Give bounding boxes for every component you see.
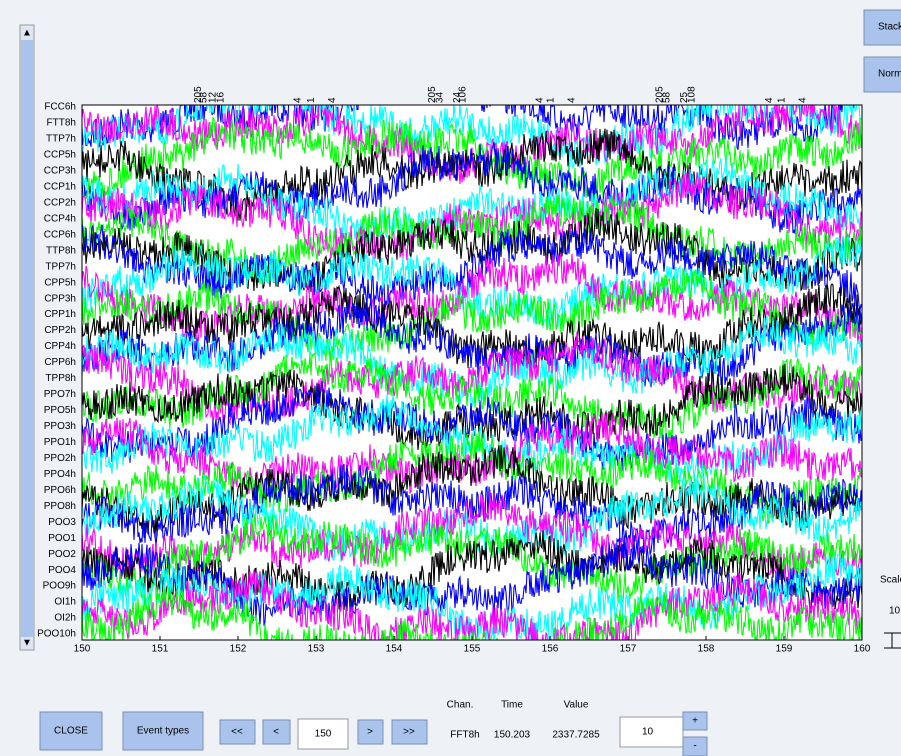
readout-header: Time: [501, 700, 523, 711]
x-tick-label: 160: [854, 644, 871, 655]
close-label: CLOSE: [54, 726, 88, 737]
stack-label: Stack: [878, 22, 901, 33]
readout-value: FFT8h: [450, 730, 479, 741]
x-tick-label: 150: [74, 644, 91, 655]
readout-value: 150.203: [494, 730, 531, 741]
channel-label: OI1h: [54, 597, 76, 608]
channel-label: CPP4h: [44, 341, 76, 352]
event-types-label: Event types: [137, 726, 189, 737]
channel-label: TPP7h: [45, 261, 76, 272]
nav-label: <<: [231, 727, 243, 738]
event-label: 4: [327, 97, 338, 103]
channel-label: FCC6h: [44, 102, 76, 113]
channel-label: OI2h: [54, 613, 76, 624]
zoom-label: -: [693, 741, 696, 752]
event-label: 58: [662, 91, 673, 103]
nav-label: >>: [403, 727, 415, 738]
event-label: 4: [566, 97, 577, 103]
channel-label: POO1: [48, 533, 76, 544]
readout-header: Value: [564, 700, 589, 711]
scale-label: Scale: [880, 575, 901, 586]
event-label: 4: [764, 97, 775, 103]
x-tick-label: 156: [542, 644, 559, 655]
x-tick-label: 158: [698, 644, 715, 655]
channel-label: POO4: [48, 565, 76, 576]
scroll-down[interactable]: ▼: [22, 638, 32, 649]
nav-label: <: [273, 727, 279, 738]
channel-label: TTP7h: [46, 134, 76, 145]
channel-label: CCP1h: [44, 181, 76, 192]
event-label: 4: [535, 97, 546, 103]
x-tick-label: 157: [620, 644, 637, 655]
event-label: 4: [293, 97, 304, 103]
channel-label: PPO6h: [44, 485, 76, 496]
spacing-value: 10: [642, 727, 654, 738]
x-tick-label: 154: [386, 644, 403, 655]
channel-label: TTP8h: [46, 245, 76, 256]
channel-label: PPO1h: [44, 437, 76, 448]
x-tick-label: 153: [308, 644, 325, 655]
channel-label: PPO5h: [44, 405, 76, 416]
channel-label: CCP2h: [44, 197, 76, 208]
eegplot-window: ▲ ▼ Stack Norm Scale 10 CLOSE Event type…: [0, 0, 901, 756]
channel-label: POO2: [48, 549, 76, 560]
readout-value: 2337.7285: [552, 730, 600, 741]
channel-label: POO3: [48, 517, 76, 528]
channel-label: CPP6h: [44, 357, 76, 368]
scroll-up[interactable]: ▲: [22, 28, 32, 39]
x-tick-label: 151: [152, 644, 169, 655]
event-label: 1: [306, 97, 317, 103]
event-label: 34: [435, 91, 446, 103]
scale-value: 10: [889, 606, 901, 617]
channel-label: POO10h: [37, 629, 76, 640]
channel-label: PPO2h: [44, 453, 76, 464]
channel-label: PPO3h: [44, 421, 76, 432]
channel-label: CCP6h: [44, 229, 76, 240]
event-label: 108: [687, 86, 698, 103]
channel-label: CPP1h: [44, 309, 76, 320]
x-tick-label: 159: [776, 644, 793, 655]
channel-label: CCP3h: [44, 166, 76, 177]
event-label: 4: [797, 97, 808, 103]
channel-label: CCP4h: [44, 213, 76, 224]
channel-label: PPO8h: [44, 501, 76, 512]
x-tick-label: 152: [230, 644, 247, 655]
event-label: 1: [776, 97, 787, 103]
event-label: 106: [457, 86, 468, 103]
channel-label: CCP5h: [44, 150, 76, 161]
channel-label: CPP5h: [44, 277, 76, 288]
nav-label: >: [367, 727, 373, 738]
x-tick-label: 155: [464, 644, 481, 655]
channel-label: CPP2h: [44, 325, 76, 336]
channel-label: PPO7h: [44, 389, 76, 400]
channel-label: TPP8h: [45, 373, 76, 384]
channel-label: FTT8h: [47, 118, 76, 129]
readout-header: Chan.: [447, 700, 474, 711]
channel-label: POO9h: [43, 581, 76, 592]
zoom-label: +: [692, 716, 698, 727]
channel-label: CPP3h: [44, 293, 76, 304]
channel-label: PPO4h: [44, 469, 76, 480]
event-label: 16: [215, 91, 226, 103]
norm-label: Norm: [878, 69, 901, 80]
event-label: 1: [545, 97, 556, 103]
scroll-thumb[interactable]: [21, 40, 33, 637]
start-time-value: 150: [315, 729, 332, 740]
page: ▲ ▼ Stack Norm Scale 10 CLOSE Event type…: [0, 0, 901, 756]
